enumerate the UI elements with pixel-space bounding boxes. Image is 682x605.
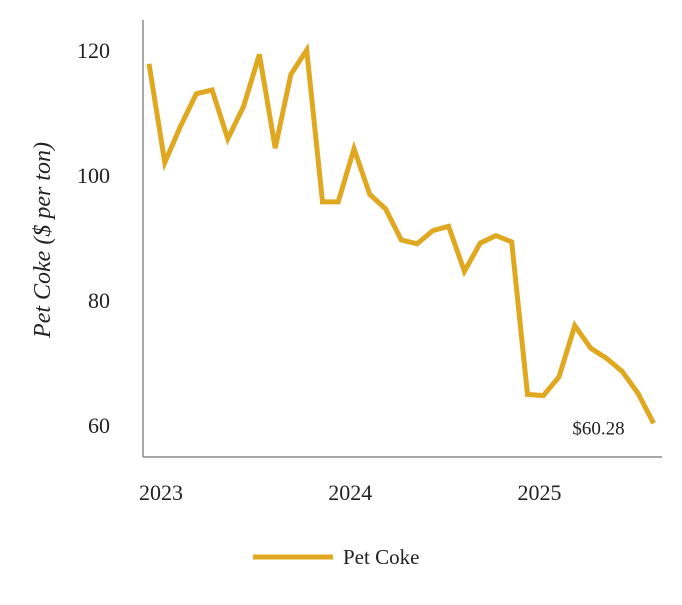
data-point-2025-02 [541,394,545,398]
legend-label-pet-coke: Pet Coke [343,545,419,569]
data-point-2024-05 [399,238,403,242]
data-point-2023-02 [163,161,167,165]
data-point-2023-10 [289,72,293,76]
data-point-2025-03 [557,375,561,379]
y-tick-labels: 60 80 100 120 [77,38,110,438]
x-tick-label-2024: 2024 [328,480,372,505]
y-tick-label-100: 100 [77,163,110,188]
last-value-label: $60.28 [572,418,624,439]
data-point-2024-11 [494,234,498,238]
x-tick-label-2023: 2023 [139,480,183,505]
data-point-2024-07 [431,229,435,233]
y-tick-label-120: 120 [77,38,110,63]
data-point-2023-07 [242,104,246,108]
data-point-2025-06 [604,356,608,360]
data-point-2025-04 [573,324,577,328]
data-point-2024-03 [368,192,372,196]
data-point-2024-09 [462,269,466,273]
data-point-2024-10 [478,241,482,245]
series-line-pet-coke [146,42,656,425]
data-point-2024-01 [336,200,340,204]
data-point-2023-05 [210,88,214,92]
x-tick-label-2025: 2025 [517,480,561,505]
data-point-2025-07 [620,369,624,373]
data-point-2023-01 [147,62,151,66]
data-point-2025-01 [526,392,530,396]
data-point-2023-11 [305,48,309,52]
y-axis-title: Pet Coke ($ per ton) [30,142,56,339]
data-point-2025-05 [589,346,593,350]
y-tick-label-60: 60 [88,413,110,438]
data-point-2025-09 [652,421,656,425]
x-tick-labels: 2023 2024 2025 [139,480,561,505]
data-point-2023-04 [194,92,198,96]
data-point-2024-06 [415,242,419,246]
data-point-2023-09 [273,146,277,150]
data-point-2023-08 [257,52,261,56]
legend: Pet Coke [253,545,419,569]
data-point-2023-06 [226,137,230,141]
data-point-2025-08 [636,391,640,395]
data-point-2024-04 [384,207,388,211]
data-point-2024-08 [447,224,451,228]
data-point-2024-12 [510,240,514,244]
data-point-2023-03 [179,124,183,128]
y-tick-label-80: 80 [88,288,110,313]
data-point-2024-02 [352,147,356,151]
data-point-2023-12 [321,200,325,204]
